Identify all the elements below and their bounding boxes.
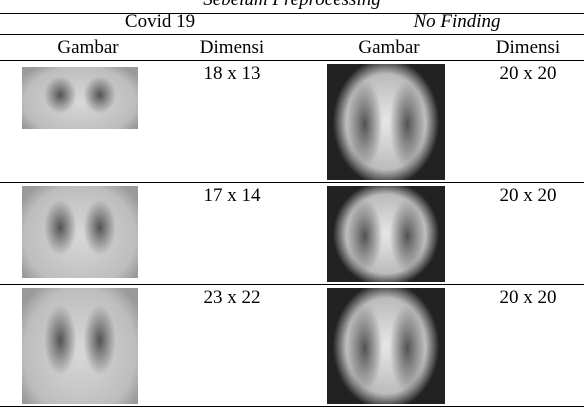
rule xyxy=(0,284,584,285)
column-header: Gambar xyxy=(358,37,420,58)
xray-image xyxy=(327,288,445,404)
column-header: Dimensi xyxy=(495,37,561,58)
dimension: 17 x 14 xyxy=(203,185,261,206)
xray-image xyxy=(22,67,138,129)
table-title: Sebelum Preprocessing xyxy=(203,0,380,10)
rule xyxy=(0,182,584,183)
xray-image xyxy=(327,186,445,282)
dimension: 18 x 13 xyxy=(203,63,261,84)
rule xyxy=(0,13,584,14)
group-header: No Finding xyxy=(413,11,501,32)
xray-image xyxy=(327,64,445,180)
rule xyxy=(0,406,584,407)
dimension: 20 x 20 xyxy=(499,185,557,206)
dimension: 23 x 22 xyxy=(203,287,261,308)
xray-image xyxy=(22,288,138,404)
rule xyxy=(0,34,584,35)
group-header: Covid 19 xyxy=(124,11,196,32)
dimension: 20 x 20 xyxy=(499,63,557,84)
dimension: 20 x 20 xyxy=(499,287,557,308)
xray-image xyxy=(22,186,138,278)
column-header: Gambar xyxy=(57,37,119,58)
column-header: Dimensi xyxy=(199,37,265,58)
rule xyxy=(0,60,584,61)
